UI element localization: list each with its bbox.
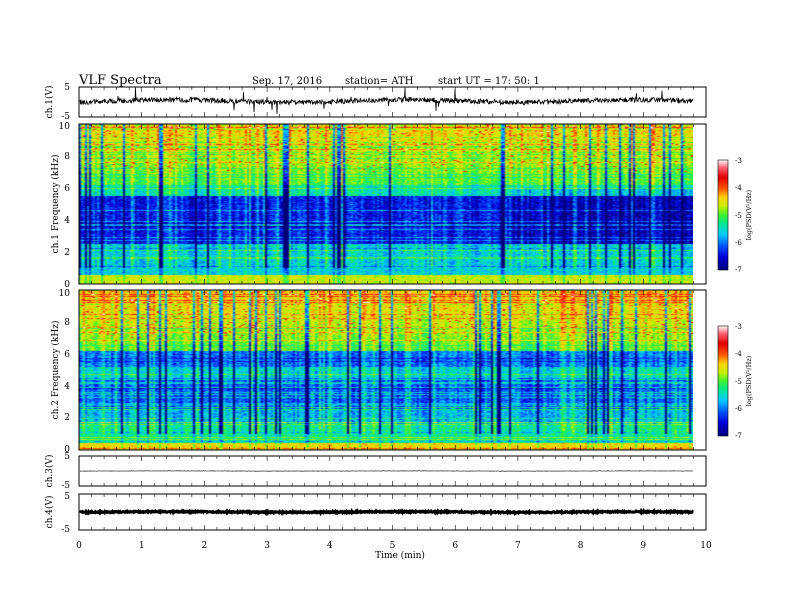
ch1-waveform-panel: 5 -5 ch.1(V) (44, 83, 707, 122)
ch1-cb-tick-m6: -6 (735, 239, 742, 247)
ch2-cb-tick-m4: -4 (735, 350, 742, 358)
ch1-cb-tick-m5: -5 (735, 212, 742, 220)
station-label: station= ATH (345, 76, 414, 87)
ch1-freq-tick-0: 0 (64, 280, 70, 290)
ch3-waveform-panel: 5 -5 ch.3(V) (44, 452, 707, 491)
time-tick-label: 8 (578, 541, 584, 551)
ch1-waveform-trace (79, 87, 694, 114)
ch2-freq-ylabel: ch.2 Frequency (kHz) (50, 321, 61, 420)
ch1-freq-tick-6: 6 (64, 184, 70, 194)
time-tick-label: 10 (700, 541, 712, 551)
time-axis-tick-labels: 0 1 2 3 4 5 6 7 8 9 10 (76, 541, 712, 551)
ch1-cb-tick-m4: -4 (735, 184, 742, 192)
ch2-colorbar: -3 -4 -5 -6 -7 log(PSD(V²/Hz) (717, 323, 753, 440)
ch1-freq-tick-2: 2 (64, 248, 70, 258)
ch1-ylabel: ch.1(V) (44, 86, 55, 119)
ch2-cb-tick-m5: -5 (735, 378, 742, 386)
ch2-freq-tick-6: 6 (64, 350, 70, 360)
ch4-ytick-bottom: -5 (61, 525, 70, 535)
ch2-freq-tick-0: 0 (64, 445, 70, 455)
start-time-label: start UT = 17: 50: 1 (438, 76, 540, 87)
ch2-freq-tick-10: 10 (59, 289, 71, 299)
ch1-freq-tick-10: 10 (59, 122, 71, 132)
ch1-spectrogram-panel: 0 2 4 6 8 10 ch.1 Frequency (kHz) (50, 122, 707, 290)
ch2-freq-tick-2: 2 (64, 413, 70, 423)
ch1-cb-tick-m3: -3 (735, 157, 742, 165)
ch2-freq-tick-4: 4 (64, 382, 70, 392)
time-tick-label: 1 (139, 541, 145, 551)
ch4-waveform-panel: 5 -5 ch.4(V) (44, 492, 707, 535)
ch2-cb-tick-m7: -7 (735, 432, 742, 440)
ch3-waveform-trace (79, 470, 694, 472)
time-tick-label: 5 (390, 541, 396, 551)
time-tick-label: 7 (515, 541, 521, 551)
figure-title: VLF Spectra (79, 73, 162, 88)
ch4-waveform-trace (78, 507, 695, 517)
ch4-ytick-top: 5 (64, 492, 70, 502)
time-tick-label: 2 (202, 541, 208, 551)
ch4-ylabel: ch.4(V) (44, 496, 55, 529)
ch1-ytick-top: 5 (64, 83, 70, 93)
time-axis-ticks (78, 87, 707, 530)
date-label: Sep. 17, 2016 (252, 76, 323, 87)
ch3-ylabel: ch.3(V) (44, 455, 55, 488)
time-tick-label: 4 (327, 541, 333, 551)
ch1-colorbar: -3 -4 -5 -6 -7 log(PSD(V²/Hz) (717, 157, 753, 274)
ch1-cb-label: log(PSD(V²/Hz) (745, 189, 753, 240)
ch2-spectrogram-panel: 0 2 4 6 8 10 ch.2 Frequency (kHz) (50, 289, 707, 455)
ch1-freq-tick-4: 4 (64, 216, 70, 226)
time-tick-label: 3 (264, 541, 270, 551)
ch2-cb-tick-m3: -3 (735, 323, 742, 331)
ch2-cb-label: log(PSD(V²/Hz) (745, 355, 753, 406)
time-axis-label: Time (min) (375, 550, 425, 561)
time-tick-label: 0 (76, 541, 82, 551)
ch2-freq-tick-8: 8 (64, 318, 70, 328)
ch1-cb-tick-m7: -7 (735, 266, 742, 274)
time-tick-label: 9 (640, 541, 646, 551)
ch2-spectrogram-image (79, 290, 693, 450)
ch1-freq-tick-8: 8 (64, 152, 70, 162)
ch2-cb-tick-m6: -6 (735, 405, 742, 413)
time-tick-label: 6 (452, 541, 458, 551)
ch1-freq-ylabel: ch.1 Frequency (kHz) (50, 155, 61, 254)
ch3-ytick-top: 5 (64, 452, 70, 462)
ch3-ytick-bottom: -5 (61, 481, 70, 491)
ch1-ytick-bottom: -5 (61, 112, 70, 122)
ch1-spectrogram-image (79, 124, 693, 284)
